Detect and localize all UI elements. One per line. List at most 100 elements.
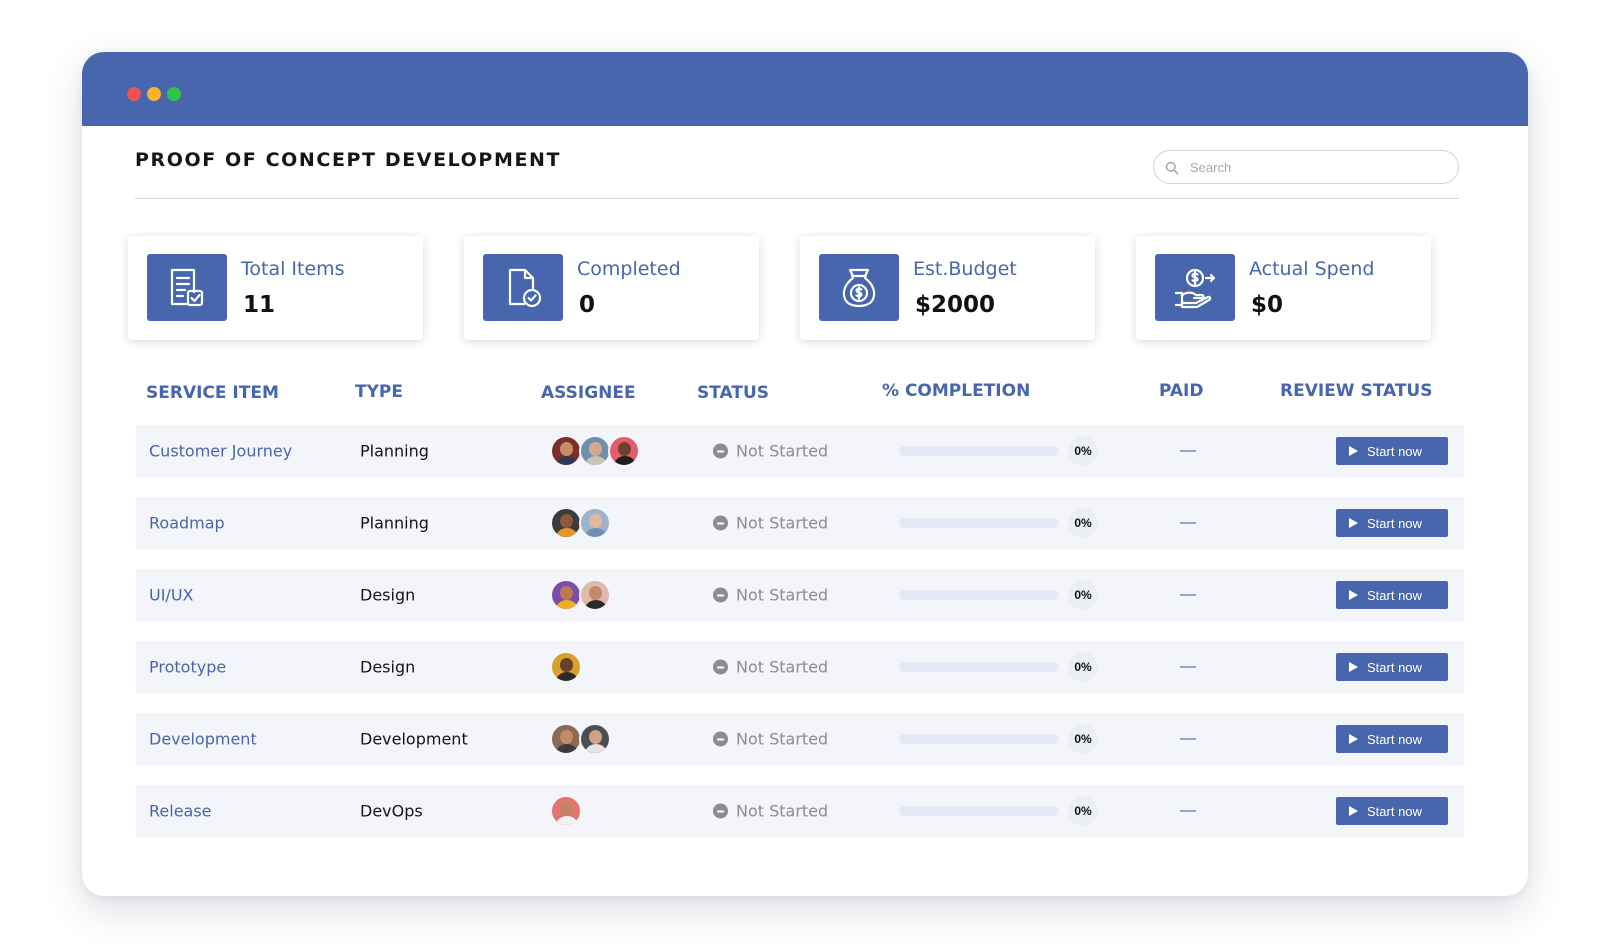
avatar[interactable] xyxy=(550,651,582,683)
status-text: Not Started xyxy=(736,657,829,677)
money-bag-icon xyxy=(819,254,899,321)
status-dot-icon xyxy=(713,515,728,531)
stat-value: $2000 xyxy=(915,292,996,318)
play-icon xyxy=(1349,734,1358,744)
status-dot-icon xyxy=(713,587,728,603)
service-item-type: DevOps xyxy=(360,801,423,821)
document-check-icon xyxy=(483,254,563,321)
assignee-avatars[interactable] xyxy=(550,435,640,467)
start-now-button[interactable]: Start now xyxy=(1336,581,1448,609)
completion-progress-bar xyxy=(899,518,1059,528)
status-text: Not Started xyxy=(736,585,829,605)
start-now-label: Start now xyxy=(1367,731,1422,747)
page-title: PROOF OF CONCEPT DEVELOPMENT xyxy=(135,149,562,171)
window-titlebar xyxy=(82,52,1528,126)
stat-label: Actual Spend xyxy=(1249,258,1375,280)
avatar[interactable] xyxy=(550,435,582,467)
completion-percent: 0% xyxy=(1068,724,1098,754)
status-badge: Not Started xyxy=(713,586,828,605)
column-header-completion[interactable]: % COMPLETION xyxy=(882,381,1031,401)
search-box[interactable] xyxy=(1153,150,1459,184)
start-now-button[interactable]: Start now xyxy=(1336,797,1448,825)
table-row[interactable]: UI/UX Design Not Started 0% — Start now xyxy=(136,569,1464,621)
completion-percent: 0% xyxy=(1068,436,1098,466)
table-row[interactable]: Release DevOps Not Started 0% — Start no… xyxy=(136,785,1464,837)
paid-value: — xyxy=(1180,514,1196,531)
service-item-type: Design xyxy=(360,657,416,677)
assignee-avatars[interactable] xyxy=(550,579,611,611)
avatar[interactable] xyxy=(608,435,640,467)
play-icon xyxy=(1349,662,1358,672)
status-dot-icon xyxy=(713,731,728,747)
service-item-name[interactable]: Customer Journey xyxy=(149,441,293,461)
completion-percent: 0% xyxy=(1068,796,1098,826)
avatar[interactable] xyxy=(550,507,582,539)
paid-value: — xyxy=(1180,730,1196,747)
table-row[interactable]: Customer Journey Planning Not Started 0%… xyxy=(136,425,1464,477)
assignee-avatars[interactable] xyxy=(550,795,582,827)
status-text: Not Started xyxy=(736,513,829,533)
table-row[interactable]: Prototype Design Not Started 0% — Start … xyxy=(136,641,1464,693)
service-item-name[interactable]: Release xyxy=(149,801,212,821)
column-header-assignee[interactable]: ASSIGNEE xyxy=(541,383,636,403)
stat-label: Total Items xyxy=(241,258,345,280)
play-icon xyxy=(1349,590,1358,600)
service-item-name[interactable]: Development xyxy=(149,729,257,749)
service-item-name[interactable]: Prototype xyxy=(149,657,227,677)
completion-progress-bar xyxy=(899,806,1059,816)
service-item-name[interactable]: UI/UX xyxy=(149,585,194,605)
stat-label: Est.Budget xyxy=(913,258,1017,280)
table-row[interactable]: Development Development Not Started 0% —… xyxy=(136,713,1464,765)
window-minimize-dot[interactable] xyxy=(147,87,161,101)
avatar[interactable] xyxy=(550,723,582,755)
status-dot-icon xyxy=(713,803,728,819)
avatar[interactable] xyxy=(579,579,611,611)
completion-percent: 0% xyxy=(1068,580,1098,610)
avatar[interactable] xyxy=(579,723,611,755)
stat-value: 0 xyxy=(579,292,596,318)
assignee-avatars[interactable] xyxy=(550,507,611,539)
start-now-button[interactable]: Start now xyxy=(1336,653,1448,681)
completion-progress-bar xyxy=(899,590,1059,600)
start-now-button[interactable]: Start now xyxy=(1336,725,1448,753)
app-window: PROOF OF CONCEPT DEVELOPMENT Total Items… xyxy=(82,52,1528,896)
header-divider xyxy=(135,198,1459,199)
start-now-label: Start now xyxy=(1367,803,1422,819)
start-now-button[interactable]: Start now xyxy=(1336,509,1448,537)
status-badge: Not Started xyxy=(713,730,828,749)
column-header-paid[interactable]: PAID xyxy=(1159,381,1204,401)
paid-value: — xyxy=(1180,658,1196,675)
assignee-avatars[interactable] xyxy=(550,723,611,755)
checklist-document-icon xyxy=(147,254,227,321)
service-item-name[interactable]: Roadmap xyxy=(149,513,225,533)
column-header-service-item[interactable]: SERVICE ITEM xyxy=(146,383,279,403)
stat-card-completed: Completed 0 xyxy=(464,236,759,340)
play-icon xyxy=(1349,518,1358,528)
avatar[interactable] xyxy=(579,435,611,467)
assignee-avatars[interactable] xyxy=(550,651,582,683)
window-close-dot[interactable] xyxy=(127,87,141,101)
column-header-type[interactable]: TYPE xyxy=(355,382,403,402)
search-input[interactable] xyxy=(1190,151,1440,183)
stat-label: Completed xyxy=(577,258,681,280)
column-header-review-status[interactable]: REVIEW STATUS xyxy=(1280,381,1433,401)
table-row[interactable]: Roadmap Planning Not Started 0% — Start … xyxy=(136,497,1464,549)
start-now-label: Start now xyxy=(1367,659,1422,675)
window-maximize-dot[interactable] xyxy=(167,87,181,101)
completion-percent: 0% xyxy=(1068,508,1098,538)
start-now-label: Start now xyxy=(1367,443,1422,459)
start-now-button[interactable]: Start now xyxy=(1336,437,1448,465)
service-item-type: Planning xyxy=(360,513,429,533)
paid-value: — xyxy=(1180,442,1196,459)
start-now-label: Start now xyxy=(1367,587,1422,603)
avatar[interactable] xyxy=(550,795,582,827)
avatar[interactable] xyxy=(579,507,611,539)
column-header-status[interactable]: STATUS xyxy=(697,383,770,403)
avatar[interactable] xyxy=(550,579,582,611)
status-text: Not Started xyxy=(736,441,829,461)
stat-card-est-budget: Est.Budget $2000 xyxy=(800,236,1095,340)
status-dot-icon xyxy=(713,659,728,675)
status-text: Not Started xyxy=(736,801,829,821)
search-icon xyxy=(1165,161,1179,175)
stat-card-actual-spend: Actual Spend $0 xyxy=(1136,236,1431,340)
